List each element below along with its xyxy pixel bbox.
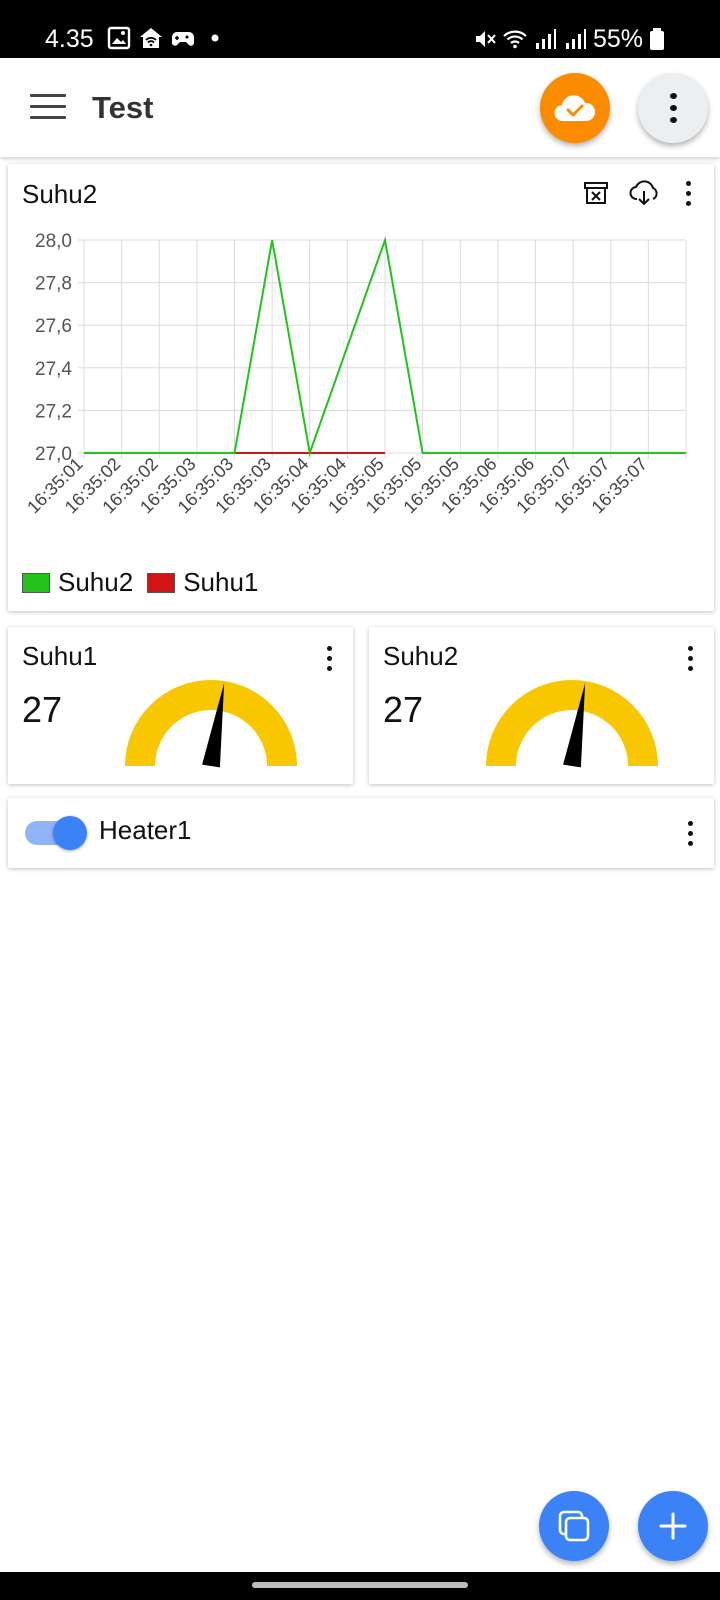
gauge-card-suhu1: Suhu1 27	[8, 627, 353, 784]
clear-data-icon[interactable]	[582, 179, 610, 207]
toggle-thumb	[53, 816, 87, 850]
gauge-arc	[125, 680, 297, 766]
home-gesture-handle[interactable]	[252, 1582, 468, 1588]
add-widget-button[interactable]	[638, 1491, 708, 1561]
legend-item[interactable]: Suhu1	[147, 567, 258, 598]
legend-item[interactable]: Suhu2	[22, 567, 133, 598]
series-line-suhu2	[84, 236, 686, 457]
status-system-icons: 55%	[473, 24, 665, 54]
gauge-needle	[202, 683, 225, 768]
wifi-icon	[503, 30, 527, 49]
chart-legend: Suhu2 Suhu1	[22, 567, 258, 598]
gauge-kebab-icon[interactable]	[319, 643, 339, 673]
switch-kebab-icon[interactable]	[680, 818, 700, 848]
y-tick-label: 27,6	[35, 316, 72, 337]
status-bar: 4.35 55%	[0, 0, 720, 58]
y-tick-label: 27,8	[35, 274, 72, 295]
gauge-value: 27	[383, 689, 424, 730]
mute-icon	[475, 31, 496, 47]
gallery-icon	[107, 26, 131, 50]
cloud-download-icon[interactable]	[628, 179, 660, 207]
chart-grid	[78, 239, 687, 459]
chart-card-title: Suhu2	[22, 179, 98, 209]
status-notification-icons	[107, 26, 227, 50]
kebab-icon	[663, 93, 683, 123]
page-title: Test	[92, 90, 154, 125]
duplicate-button[interactable]	[539, 1491, 609, 1561]
cloud-check-icon	[554, 95, 596, 122]
legend-label: Suhu1	[183, 567, 259, 597]
signal-icon	[535, 29, 556, 49]
home-wifi-icon	[140, 28, 162, 48]
gauge-value: 27	[22, 689, 63, 730]
switch-label: Heater1	[99, 815, 192, 845]
heater-toggle[interactable]	[25, 816, 89, 850]
y-tick-label: 27,4	[35, 359, 72, 380]
game-controller-icon	[172, 32, 194, 46]
gauge-needle	[563, 683, 586, 768]
legend-swatch	[22, 572, 50, 593]
plus-icon	[659, 1512, 687, 1540]
system-nav-bar	[0, 1572, 720, 1600]
gauge-kebab-icon[interactable]	[680, 643, 700, 673]
legend-label: Suhu2	[58, 567, 134, 597]
more-options-button[interactable]	[638, 73, 708, 143]
gauge-dial	[486, 680, 658, 768]
gauge-dial	[125, 680, 297, 768]
signal-icon-2	[565, 29, 586, 49]
app-bar: Test	[0, 58, 720, 157]
gauge-card-suhu2: Suhu2 27	[369, 627, 714, 784]
y-tick-label: 28,0	[35, 231, 72, 252]
y-tick-label: 27,2	[35, 401, 72, 422]
menu-icon[interactable]	[30, 94, 66, 122]
dot-icon	[211, 34, 219, 42]
battery-icon	[650, 28, 664, 50]
chart-toolbar	[582, 178, 698, 208]
status-time: 4.35	[45, 25, 94, 53]
gauge-title: Suhu1	[22, 641, 98, 671]
line-chart: 28,027,827,627,427,227,016:35:0116:35:02…	[23, 231, 687, 517]
gauge-arc	[486, 680, 658, 766]
chart-kebab-icon[interactable]	[678, 178, 698, 208]
cloud-sync-button[interactable]	[540, 73, 610, 143]
gauge-title: Suhu2	[383, 641, 459, 671]
switch-card-heater1: Heater1	[8, 798, 714, 868]
legend-swatch	[147, 572, 176, 593]
copy-icon	[558, 1510, 590, 1542]
battery-percent: 55%	[592, 25, 643, 53]
y-tick-label: 27,0	[35, 444, 72, 465]
chart-card: Suhu2 28,0 27,8 27,6 27,4 27,2 27,0 16:35:01 16…	[8, 164, 714, 611]
